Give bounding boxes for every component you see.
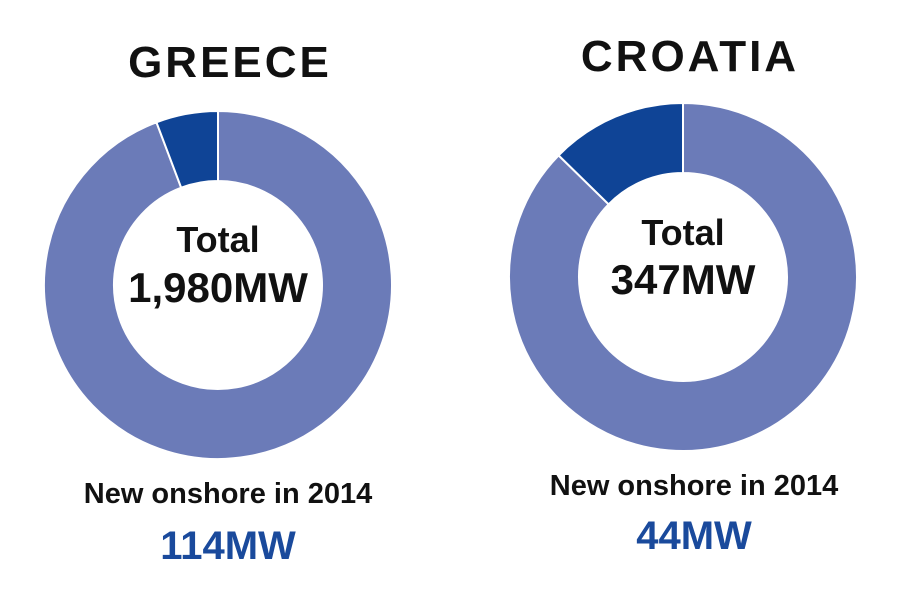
greece-new-onshore-value: 114MW [160,524,296,568]
greece-panel: GREECE Total 1,980MW New onshore in 2014… [43,38,393,568]
croatia-total-label: Total [641,212,724,253]
greece-new-onshore-slice [155,109,219,190]
croatia-new-onshore-caption: New onshore in 2014 [549,470,839,502]
greece-total-label: Total [176,219,259,260]
croatia-panel: CROATIA Total 347MW New onshore in 2014 … [460,0,920,612]
croatia-new-onshore-value: 44MW [636,514,752,558]
greece-remaining-slice [43,109,393,460]
croatia-new-onshore-slice [557,101,684,206]
greece-new-onshore-caption: New onshore in 2014 [83,478,373,510]
croatia-title: CROATIA [580,32,800,81]
croatia-total-value: 347MW [611,256,756,303]
croatia-donut-chart: Total 347MW [508,101,858,452]
greece-total-value: 1,980MW [128,264,308,311]
croatia-remaining-slice [508,101,858,452]
greece-donut-chart: Total 1,980MW [43,109,393,460]
greece-title: GREECE [128,38,332,87]
